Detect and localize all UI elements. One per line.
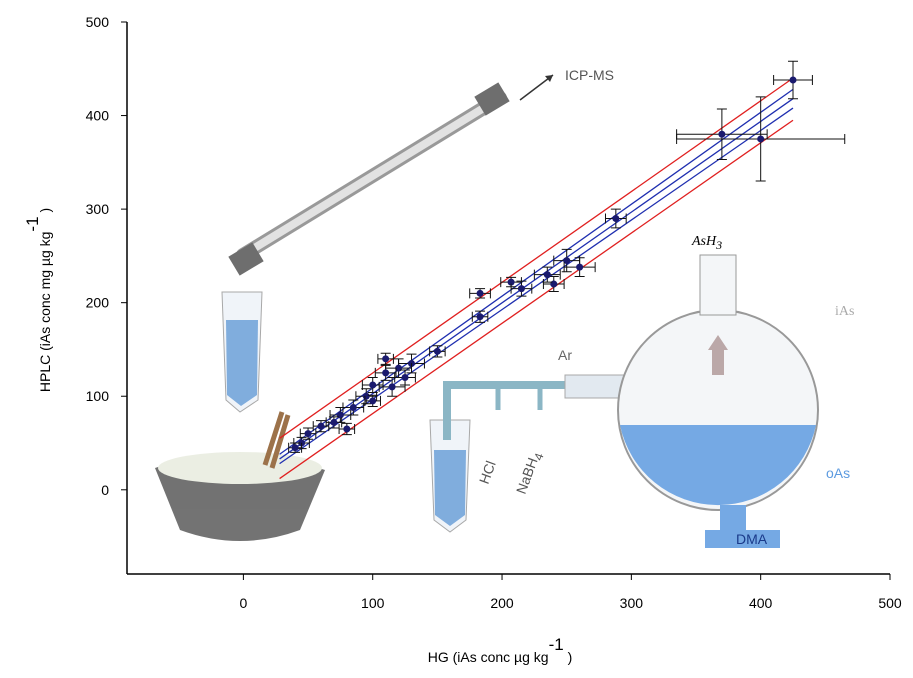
y-tick-label: 200 — [86, 295, 110, 311]
x-tick-label: 200 — [490, 595, 514, 611]
point — [477, 290, 484, 297]
vial-liquid — [434, 450, 466, 526]
y-tick-label: 300 — [86, 201, 110, 217]
point — [434, 348, 441, 355]
flask-liquid — [620, 425, 816, 505]
annotation: DMA — [736, 531, 768, 547]
flask-neck — [700, 255, 736, 315]
point — [369, 382, 376, 389]
annotation: HCl — [476, 459, 499, 486]
point — [330, 419, 337, 426]
point — [518, 285, 525, 292]
x-tick-label: 0 — [239, 595, 247, 611]
annotation: AsH3 — [691, 234, 722, 252]
point — [350, 404, 357, 411]
rice — [158, 452, 322, 484]
point — [718, 131, 725, 138]
vial-liquid — [226, 320, 258, 406]
x-axis-label: HG (iAs conc µg kg-1 ) — [428, 635, 573, 665]
x-tick-label: 400 — [749, 595, 773, 611]
point — [757, 135, 764, 142]
annotation: oAs — [826, 465, 850, 481]
point — [305, 430, 312, 437]
point — [550, 280, 557, 287]
y-tick-label: 500 — [86, 14, 110, 30]
annotation: Ar — [558, 347, 572, 363]
y-tick-label: 400 — [86, 108, 110, 124]
annotation: NaBH4 — [513, 449, 547, 498]
x-tick-label: 500 — [878, 595, 902, 611]
annotation: ICP-MS — [565, 67, 614, 83]
point — [382, 369, 389, 376]
point — [369, 397, 376, 404]
x-tick-label: 100 — [361, 595, 385, 611]
point — [292, 444, 299, 451]
point — [389, 383, 396, 390]
point — [477, 313, 484, 320]
y-tick-label: 100 — [86, 388, 110, 404]
point — [576, 264, 583, 271]
y-axis-label: HPLC (iAs conc mg µg kg-1 ) — [23, 208, 53, 392]
point — [790, 77, 797, 84]
point — [382, 355, 389, 362]
point — [612, 215, 619, 222]
point — [402, 374, 409, 381]
chart: ICP-MS AsH3 iAs Ar HCl NaBH4 oAs DMA HG … — [0, 0, 913, 673]
point — [337, 411, 344, 418]
annotation: iAs — [835, 304, 854, 319]
x-tick-label: 300 — [620, 595, 644, 611]
y-tick-label: 0 — [101, 482, 109, 498]
column-inner — [243, 98, 500, 255]
point — [544, 271, 551, 278]
point — [343, 425, 350, 432]
point — [317, 423, 324, 430]
point — [363, 393, 370, 400]
